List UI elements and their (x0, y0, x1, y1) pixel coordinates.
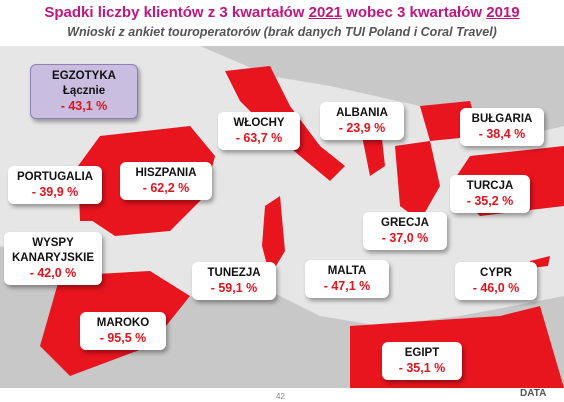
country-label: ALBANIA - 23,9 % (320, 102, 404, 140)
country-value: - 35,2 % (466, 194, 514, 208)
country-value: - 39,9 % (31, 185, 79, 199)
country-name: MAROKO (96, 317, 150, 329)
country-name: TUNEZJA (207, 267, 261, 279)
country-value: - 46,0 % (472, 281, 520, 295)
summary-box: EGZOTYKA Łącznie - 43,1 % (30, 64, 138, 119)
country-value: - 38,4 % (478, 127, 526, 141)
summary-value: - 43,1 % (60, 99, 108, 113)
title-text: Spadki liczby klientów z 3 kwartałów (44, 4, 305, 21)
country-value: - 63,7 % (235, 131, 283, 145)
country-value: - 59,1 % (210, 281, 258, 295)
country-value: - 35,1 % (398, 361, 446, 375)
country-name: WŁOCHY (233, 117, 285, 129)
tunisia (262, 196, 285, 276)
title-year: 2019 (486, 4, 520, 21)
country-value: - 42,0 % (29, 266, 77, 280)
country-label: CYPR - 46,0 % (455, 262, 537, 300)
title-text: wobec 3 kwartałów (346, 4, 483, 21)
greece (395, 141, 440, 221)
country-name: PORTUGALIA (16, 171, 94, 183)
page-number: 42 (276, 392, 285, 401)
country-value: - 47,1 % (323, 279, 371, 293)
country-name: MALTA (327, 265, 367, 277)
country-label: TURCJA - 35,2 % (450, 175, 530, 213)
logo: DATA (520, 388, 547, 399)
country-label: WŁOCHY - 63,7 % (218, 112, 300, 150)
country-name: ALBANIA (336, 107, 388, 119)
country-label: PORTUGALIA - 39,9 % (8, 166, 102, 204)
country-label: EGIPT - 35,1 % (382, 342, 462, 380)
country-label: WYSPY KANARYJSKIE - 42,0 % (4, 232, 102, 285)
country-name: TURCJA (466, 180, 514, 192)
title: Spadki liczby klientów z 3 kwartałów 202… (0, 4, 564, 21)
subtitle: Wnioski z ankiet touroperatorów (brak da… (67, 25, 497, 39)
country-label: TUNEZJA - 59,1 % (192, 262, 276, 300)
country-label: MAROKO - 95,5 % (80, 312, 166, 350)
country-label: GRECJA - 37,0 % (363, 212, 447, 250)
country-name: GRECJA (381, 217, 429, 229)
country-name: WYSPY KANARYJSKIE (11, 237, 94, 264)
country-value: - 95,5 % (99, 331, 147, 345)
country-value: - 62,2 % (142, 181, 190, 195)
summary-sub: Łącznie (62, 85, 106, 97)
country-name: CYPR (480, 267, 512, 279)
country-name: HISZPANIA (135, 167, 197, 179)
country-name: EGIPT (404, 347, 440, 359)
country-label: MALTA - 47,1 % (305, 260, 389, 298)
country-label: HISZPANIA - 62,2 % (120, 162, 212, 200)
country-value: - 23,9 % (338, 121, 386, 135)
summary-name: EGZOTYKA (52, 70, 116, 82)
country-label: BUŁGARIA - 38,4 % (460, 108, 544, 146)
country-name: BUŁGARIA (471, 113, 533, 125)
country-value: - 37,0 % (381, 231, 429, 245)
title-year: 2021 (308, 4, 342, 21)
